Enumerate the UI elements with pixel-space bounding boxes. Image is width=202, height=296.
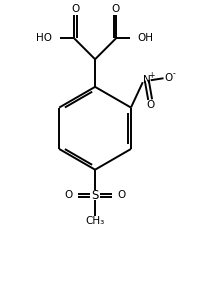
Text: N: N: [143, 75, 151, 85]
Text: O: O: [146, 99, 154, 110]
Text: S: S: [91, 189, 99, 202]
Text: O: O: [71, 4, 79, 14]
Text: -: -: [173, 69, 175, 78]
Text: OH: OH: [138, 33, 154, 43]
Text: O: O: [111, 4, 119, 14]
Text: +: +: [148, 71, 155, 80]
Text: O: O: [164, 73, 173, 83]
Text: HO: HO: [37, 33, 53, 43]
Text: O: O: [64, 190, 73, 200]
Text: CH₃: CH₃: [85, 216, 105, 226]
Text: O: O: [118, 190, 126, 200]
